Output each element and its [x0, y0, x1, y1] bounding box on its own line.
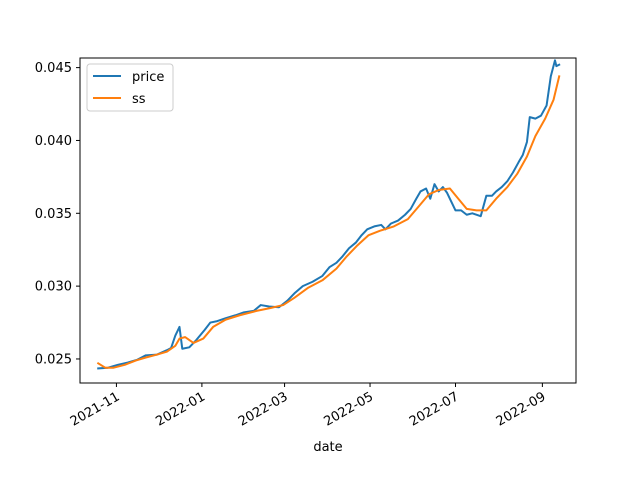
legend-label-ss: ss: [132, 92, 146, 107]
y-axis: 0.025 0.030 0.035 0.040 0.045: [35, 61, 80, 367]
y-tick-label: 0.040: [35, 134, 72, 149]
plot-area-frame: [79, 57, 577, 384]
y-tick-label: 0.030: [35, 280, 72, 295]
series-line-ss: [96, 75, 561, 369]
y-tick-label: 0.035: [35, 207, 72, 222]
y-tick-label: 0.025: [35, 352, 72, 367]
legend: price ss: [86, 63, 174, 112]
x-axis-label: date: [313, 440, 342, 455]
series-line-price: [97, 59, 561, 370]
series-layer: [96, 59, 561, 370]
legend-label-price: price: [132, 70, 164, 85]
y-tick-label: 0.045: [35, 61, 72, 76]
